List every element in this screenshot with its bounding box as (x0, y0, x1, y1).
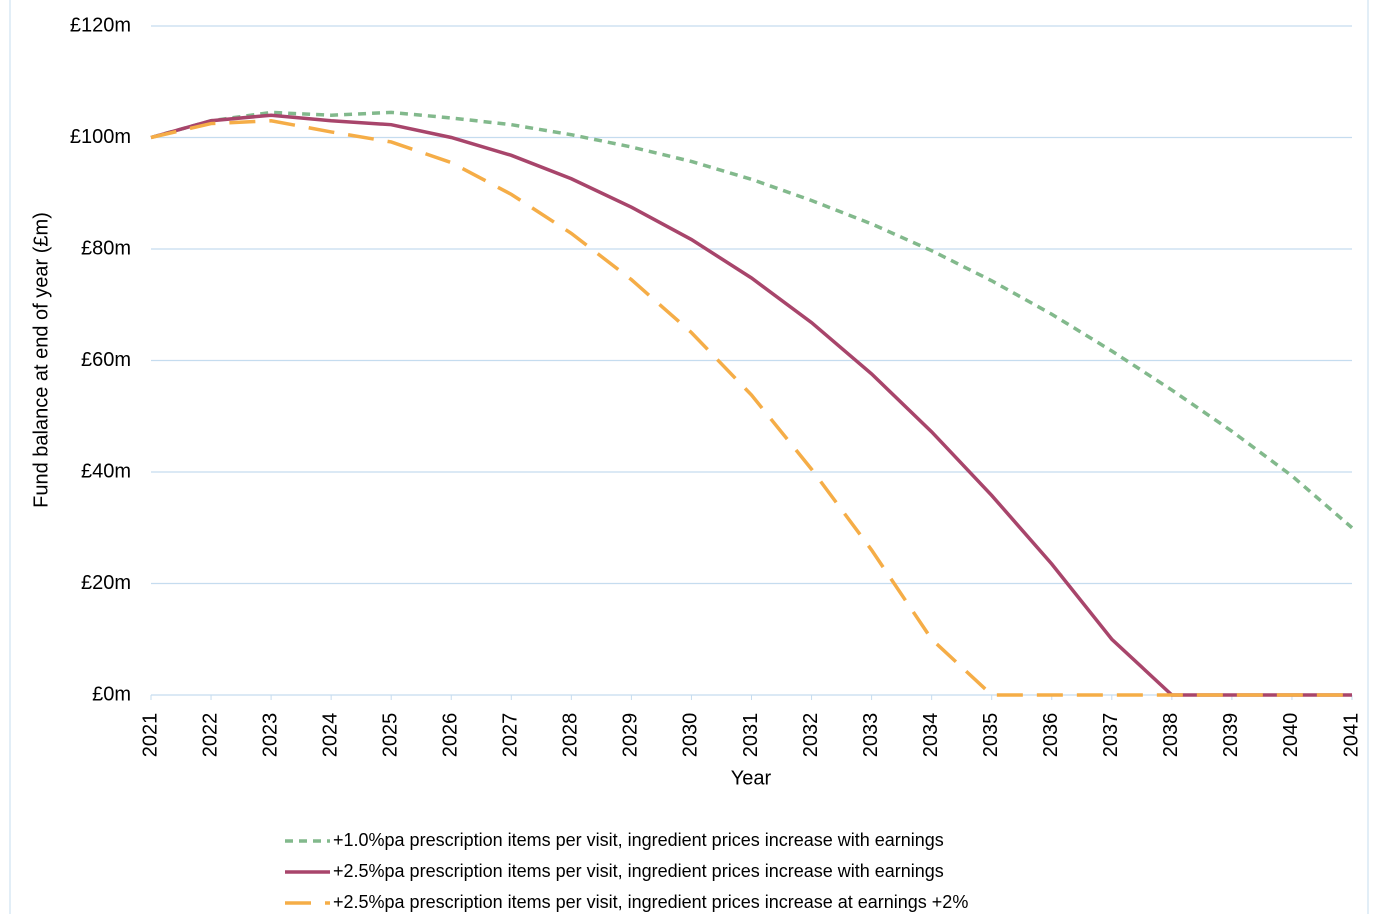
x-tick-label: 2030 (680, 713, 702, 758)
x-tick-label: 2024 (319, 713, 341, 758)
x-tick-label: 2035 (980, 713, 1002, 758)
x-tick-label: 2026 (440, 713, 462, 758)
x-tick-label: 2034 (920, 713, 942, 758)
x-tick-label: 2027 (500, 713, 522, 758)
x-tick-label: 2041 (1340, 713, 1362, 758)
y-tick-label: £100m (70, 126, 131, 148)
x-tick-label: 2039 (1220, 713, 1242, 758)
x-tick-label: 2036 (1040, 713, 1062, 758)
x-tick-label: 2040 (1280, 713, 1302, 758)
x-tick-label: 2038 (1160, 713, 1182, 758)
series-line (150, 113, 1352, 697)
series-line (150, 119, 1352, 697)
legend-label: +2.5%pa prescription items per visit, in… (333, 892, 968, 912)
x-tick-label: 2037 (1100, 713, 1122, 758)
x-tick-label: 2033 (860, 713, 882, 758)
x-tick-label: 2032 (800, 713, 822, 758)
y-tick-label: £40m (81, 460, 131, 482)
y-tick-label: £0m (92, 683, 131, 705)
y-tick-label: £80m (81, 237, 131, 259)
x-tick-label: 2022 (199, 713, 221, 758)
series-line (150, 110, 1354, 530)
legend-label: +2.5%pa prescription items per visit, in… (333, 861, 944, 881)
x-axis-title: Year (731, 767, 772, 789)
x-tick-label: 2029 (620, 713, 642, 758)
x-tick-label: 2031 (740, 713, 762, 758)
y-tick-label: £60m (81, 349, 131, 371)
y-tick-label: £120m (70, 14, 131, 36)
legend-label: +1.0%pa prescription items per visit, in… (333, 830, 944, 850)
x-tick-label: 2021 (139, 713, 161, 758)
y-tick-label: £20m (81, 572, 131, 594)
x-tick-label: 2028 (560, 713, 582, 758)
x-tick-label: 2023 (259, 713, 281, 758)
y-axis-title: Fund balance at end of year (£m) (30, 212, 52, 508)
x-tick-label: 2025 (379, 713, 401, 758)
